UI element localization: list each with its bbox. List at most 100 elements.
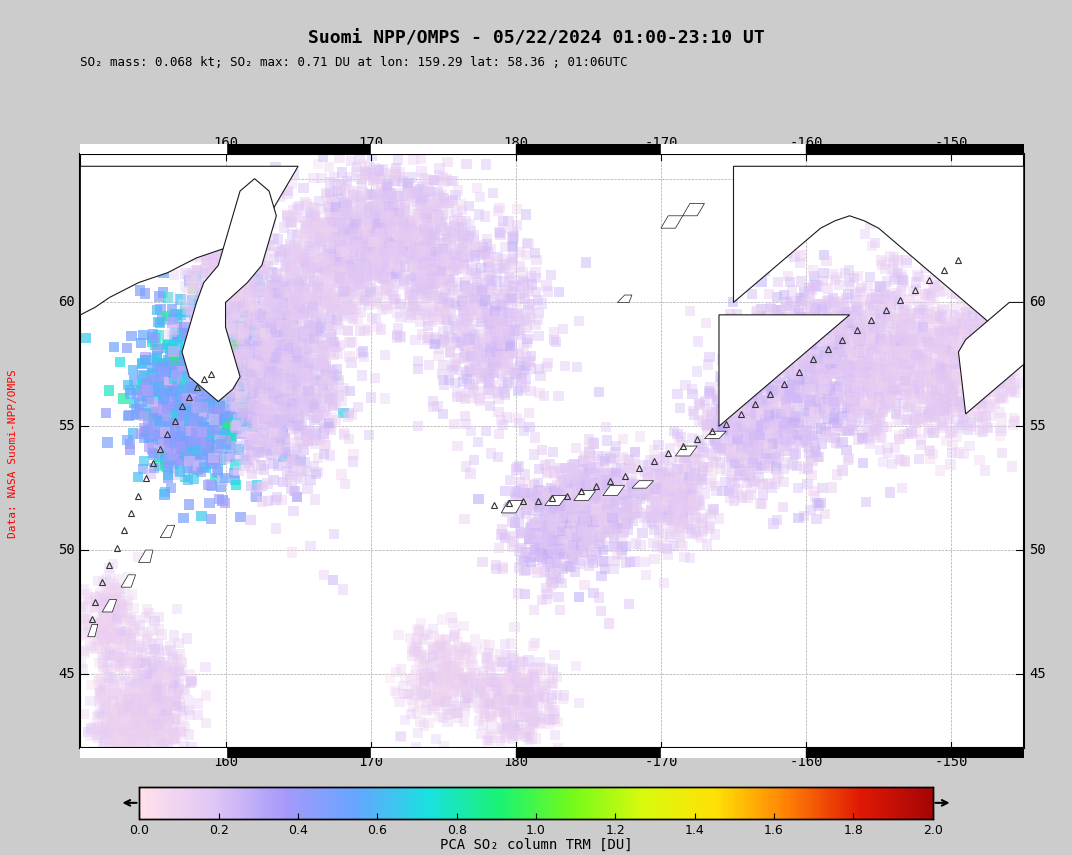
Point: [904, 392, 921, 406]
Point: [496, 369, 513, 383]
Point: [494, 560, 511, 574]
Point: [495, 355, 512, 369]
Point: [981, 355, 998, 369]
Point: [204, 354, 221, 368]
Point: [419, 207, 436, 221]
Point: [435, 175, 452, 189]
Point: [842, 278, 859, 292]
Point: [511, 663, 528, 677]
Point: [857, 323, 874, 337]
Point: [322, 233, 339, 246]
Point: [250, 310, 267, 323]
Point: [256, 358, 273, 372]
Point: [138, 727, 155, 740]
Point: [142, 643, 159, 657]
Point: [706, 433, 724, 447]
Point: [160, 398, 177, 412]
Point: [212, 346, 229, 360]
Point: [279, 363, 296, 377]
Point: [118, 688, 135, 702]
Point: [259, 259, 277, 273]
Point: [220, 347, 237, 361]
Point: [879, 348, 896, 362]
Point: [277, 389, 294, 403]
Point: [554, 692, 571, 705]
Point: [79, 592, 96, 605]
Point: [987, 325, 1004, 339]
Point: [874, 379, 891, 392]
Point: [278, 308, 295, 321]
Point: [951, 370, 968, 384]
Point: [980, 350, 997, 363]
Point: [159, 723, 176, 737]
Point: [420, 320, 437, 333]
Point: [204, 321, 221, 334]
Point: [145, 414, 162, 428]
Point: [285, 312, 302, 326]
Point: [178, 375, 195, 389]
Point: [155, 487, 173, 501]
Point: [306, 401, 323, 415]
Point: [818, 374, 835, 388]
Point: [345, 190, 362, 203]
Point: [243, 360, 260, 374]
Point: [264, 416, 281, 430]
Point: [145, 390, 162, 404]
Point: [555, 492, 572, 506]
Point: [342, 154, 359, 168]
Point: [597, 497, 614, 510]
Point: [363, 254, 381, 268]
Point: [770, 341, 787, 355]
Point: [477, 305, 494, 319]
Point: [933, 358, 950, 372]
Point: [941, 325, 958, 339]
Point: [369, 194, 386, 208]
Point: [634, 489, 651, 503]
Point: [820, 362, 837, 375]
Point: [94, 575, 111, 589]
Point: [190, 375, 207, 389]
Point: [561, 461, 578, 475]
Point: [308, 221, 325, 235]
Point: [471, 686, 488, 699]
Point: [433, 663, 450, 676]
Point: [193, 236, 210, 250]
Point: [419, 667, 436, 681]
Point: [879, 361, 896, 374]
Point: [964, 309, 981, 322]
Point: [222, 352, 239, 366]
Point: [299, 367, 316, 380]
Point: [172, 697, 189, 711]
Point: [144, 398, 161, 412]
Point: [212, 453, 229, 467]
Point: [739, 435, 756, 449]
Point: [541, 530, 559, 544]
Point: [966, 348, 983, 362]
Point: [390, 202, 407, 215]
Point: [500, 342, 517, 356]
Point: [809, 450, 827, 463]
Point: [131, 704, 148, 717]
Point: [411, 623, 428, 637]
Point: [236, 398, 253, 412]
Point: [206, 346, 223, 360]
Point: [510, 460, 527, 474]
Point: [612, 461, 629, 475]
Point: [564, 465, 581, 479]
Point: [353, 190, 370, 203]
Point: [178, 374, 195, 387]
Point: [420, 198, 437, 211]
Point: [178, 391, 195, 404]
Point: [318, 264, 336, 278]
Point: [956, 270, 973, 284]
Point: [265, 370, 282, 384]
Point: [279, 187, 296, 201]
Point: [167, 713, 184, 727]
Point: [735, 430, 753, 444]
Point: [795, 462, 813, 475]
Point: [642, 511, 659, 525]
Point: [853, 325, 870, 339]
Point: [810, 498, 828, 512]
Point: [817, 351, 834, 365]
Point: [422, 303, 440, 316]
